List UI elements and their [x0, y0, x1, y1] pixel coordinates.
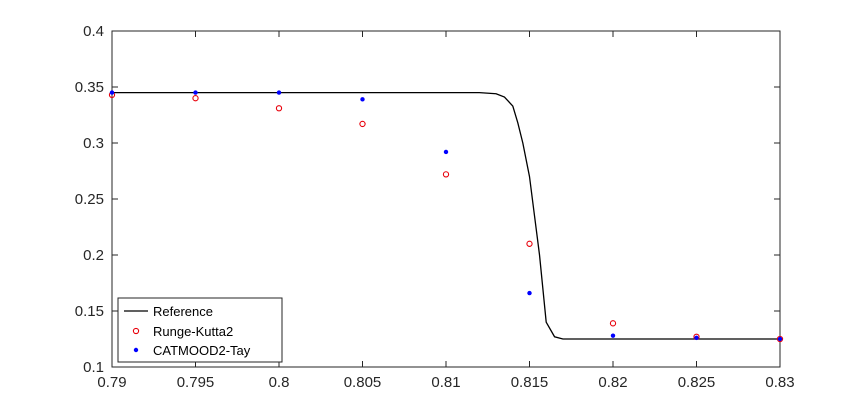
legend-swatch-catmood2-tay [133, 347, 139, 353]
y-axis: 0.1 0.15 0.2 0.25 0.3 0.35 0.4 [75, 23, 780, 376]
x-tick-label: 0.825 [678, 374, 716, 391]
legend-label-reference: Reference [153, 304, 213, 319]
legend-box [117, 297, 283, 363]
x-tick-label: 0.82 [598, 374, 627, 391]
x-axis: 0.79 0.795 0.8 0.805 0.81 0.815 0.82 0.825 0.83 [97, 31, 795, 391]
data-point-catmood2-tay [777, 336, 783, 342]
legend-label-catmood2-tay: CATMOOD2-Tay [153, 343, 251, 358]
x-tick-label: 0.795 [177, 374, 215, 391]
data-point-runge-kutta2 [359, 120, 366, 128]
data-point-catmood2-tay [109, 90, 115, 95]
legend-label-runge-kutta2: Runge-Kutta2 [153, 324, 233, 339]
data-point-runge-kutta2 [442, 171, 450, 178]
legend-swatch-runge-kutta2 [132, 327, 140, 335]
y-tick-label: 0.4 [83, 23, 104, 40]
data-point-catmood2-tay [193, 90, 198, 95]
data-point-catmood2-tay [694, 335, 699, 341]
x-tick-label: 0.79 [97, 374, 126, 391]
x-tick-label: 0.8 [269, 374, 290, 391]
x-tick-label: 0.805 [344, 374, 382, 391]
series-group [108, 90, 784, 343]
y-tick-label: 0.3 [83, 135, 104, 152]
x-tick-label: 0.81 [431, 374, 460, 391]
data-point-runge-kutta2 [609, 320, 617, 327]
x-tick-label: 0.815 [511, 374, 549, 391]
data-point-catmood2-tay [443, 149, 449, 155]
data-point-runge-kutta2 [776, 335, 784, 343]
data-point-runge-kutta2 [526, 240, 533, 247]
data-point-catmood2-tay [527, 290, 532, 296]
y-tick-label: 0.25 [75, 191, 104, 208]
x-tick-label: 0.83 [765, 374, 794, 391]
y-tick-label: 0.2 [83, 247, 104, 264]
y-tick-label: 0.15 [75, 303, 104, 320]
data-point-runge-kutta2 [192, 95, 199, 102]
data-point-catmood2-tay [360, 97, 365, 102]
legend: Reference Runge-Kutta2 CATMOOD2-Tay [117, 297, 283, 363]
y-tick-label: 0.1 [83, 359, 104, 376]
data-point-catmood2-tay [276, 90, 282, 95]
data-point-runge-kutta2 [275, 105, 283, 112]
data-point-catmood2-tay [610, 333, 616, 338]
y-tick-label: 0.35 [75, 79, 104, 96]
series-line-reference [112, 91, 780, 340]
